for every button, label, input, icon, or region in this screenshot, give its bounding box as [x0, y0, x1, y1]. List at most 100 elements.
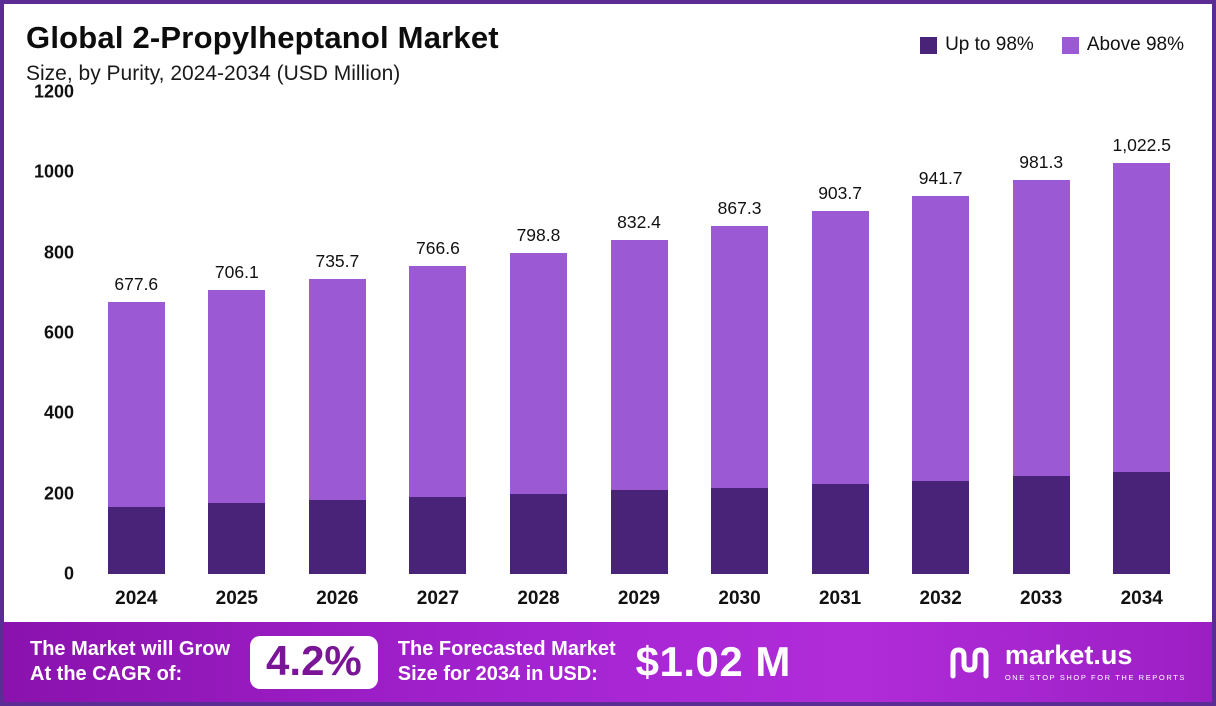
y-axis-label: 600 [43, 322, 74, 343]
bar-segment-above-98 [308, 278, 366, 501]
bar-segment-up-to-98 [509, 494, 567, 574]
cagr-caption-line1: The Market will Grow [30, 638, 231, 660]
bar-segment-up-to-98 [912, 480, 970, 574]
bar-segment-above-98 [208, 290, 266, 504]
brand-text: market.us ONE STOP SHOP FOR THE REPORTS [1004, 640, 1186, 683]
bar-segment-above-98 [1113, 163, 1171, 472]
legend-swatch-up-to-98 [920, 36, 938, 54]
bar-segment-above-98 [711, 225, 769, 488]
bar-stack [711, 225, 769, 574]
bar-stack [912, 195, 970, 574]
cagr-value: 4.2% [250, 635, 378, 689]
bar-total-label: 735.7 [315, 250, 360, 271]
bar-total-label: 677.6 [114, 273, 159, 294]
market-us-logo-icon [950, 647, 989, 679]
legend-item-above-98: Above 98% [1061, 34, 1184, 56]
bar-total-label: 981.3 [1019, 151, 1064, 172]
bar-stack [811, 211, 869, 574]
forecast-caption-line1: The Forecasted Market [397, 638, 616, 660]
bar-segment-above-98 [811, 211, 869, 485]
brand-name: market.us [1004, 640, 1133, 670]
bar-column: 735.7 [287, 92, 388, 574]
y-axis-label: 400 [43, 402, 74, 423]
x-axis-label: 2031 [818, 588, 862, 609]
bar-total-label: 706.1 [214, 262, 259, 283]
x-axis-label: 2028 [517, 588, 560, 609]
plot-row: 0 200 400 600 800 1000 1200 677.6 706.1 735.7 766… [18, 82, 1192, 584]
bar-stack [107, 301, 165, 574]
bar-segment-up-to-98 [409, 497, 467, 574]
y-axis-label: 1200 [33, 81, 74, 102]
footer-banner: The Market will Grow At the CAGR of: 4.2… [4, 622, 1212, 702]
forecast-caption-line2: Size for 2034 in USD: [397, 663, 598, 685]
x-axis: 2024 2025 2026 2027 2028 2029 2030 2031 2032 2033… [86, 588, 1192, 622]
y-axis: 0 200 400 600 800 1000 1200 [18, 82, 86, 584]
bar-segment-above-98 [509, 253, 567, 495]
x-axis-label: 2026 [316, 588, 359, 609]
cagr-caption-line2: At the CAGR of: [30, 663, 183, 685]
bar-segment-up-to-98 [1012, 475, 1070, 574]
bar-column: 867.3 [689, 92, 790, 574]
bar-segment-above-98 [610, 239, 668, 491]
bar-segment-up-to-98 [308, 500, 366, 574]
bar-column: 798.8 [488, 92, 589, 574]
bar-stack [208, 290, 266, 574]
bar-total-label: 941.7 [918, 167, 963, 188]
y-axis-label: 800 [43, 242, 74, 263]
x-axis-label: 2027 [416, 588, 460, 609]
x-axis-label: 2033 [1020, 588, 1063, 609]
x-axis-label: 2024 [115, 588, 158, 609]
bar-stack [509, 253, 567, 574]
y-axis-label: 0 [63, 563, 74, 584]
bar-segment-up-to-98 [711, 487, 769, 574]
bar-column: 981.3 [991, 92, 1092, 574]
bar-segment-up-to-98 [811, 484, 869, 574]
brand-logo[interactable]: market.us ONE STOP SHOP FOR THE REPORTS [947, 642, 1186, 682]
x-axis-label: 2025 [215, 588, 258, 609]
bar-segment-up-to-98 [208, 503, 266, 574]
bar-segment-above-98 [107, 301, 165, 507]
bar-column: 941.7 [890, 92, 991, 574]
bar-column: 766.6 [388, 92, 489, 574]
legend-item-up-to-98: Up to 98% [920, 34, 1034, 56]
legend-swatch-above-98 [1061, 36, 1079, 54]
legend-label: Up to 98% [945, 34, 1034, 55]
bar-column: 706.1 [187, 92, 288, 574]
y-axis-label: 200 [43, 483, 74, 504]
bar-total-label: 798.8 [516, 225, 561, 246]
x-axis-label: 2030 [718, 588, 761, 609]
bar-segment-above-98 [409, 266, 467, 498]
bar-column: 903.7 [790, 92, 891, 574]
bar-column: 832.4 [589, 92, 690, 574]
bar-segment-up-to-98 [610, 490, 668, 574]
bar-total-label: 766.6 [416, 238, 460, 259]
bar-total-label: 832.4 [617, 211, 661, 232]
page-title: Global 2-Propylheptanol Market [26, 20, 499, 55]
x-axis-label: 2032 [919, 588, 962, 609]
y-axis-label: 1000 [33, 161, 74, 182]
bar-total-label: 903.7 [818, 183, 862, 204]
plot-area: 677.6 706.1 735.7 766.6 798.8 832.4 867.3 903.7… [86, 92, 1192, 574]
bar-stack [1012, 179, 1070, 574]
bar-stack [610, 239, 668, 574]
bar-segment-above-98 [912, 195, 970, 481]
bar-column: 1,022.5 [1091, 92, 1192, 574]
x-axis-label: 2029 [617, 588, 661, 609]
forecast-value: $1.02 M [635, 638, 791, 685]
title-block: Global 2-Propylheptanol Market Size, by … [26, 20, 499, 86]
brand-tagline: ONE STOP SHOP FOR THE REPORTS [1004, 673, 1186, 682]
bar-segment-up-to-98 [107, 506, 165, 574]
forecast-caption: The Forecasted Market Size for 2034 in U… [398, 637, 616, 687]
bar-total-label: 867.3 [717, 197, 762, 218]
chart-legend: Up to 98% Above 98% [920, 34, 1184, 56]
chart-area: 0 200 400 600 800 1000 1200 677.6 706.1 735.7 766… [4, 82, 1212, 622]
bar-column: 677.6 [86, 92, 187, 574]
bar-stack [308, 278, 366, 574]
bar-segment-above-98 [1012, 179, 1070, 476]
header: Global 2-Propylheptanol Market Size, by … [4, 4, 1212, 86]
bar-stack [409, 266, 467, 574]
page-subtitle: Size, by Purity, 2024-2034 (USD Million) [26, 62, 401, 85]
bar-segment-up-to-98 [1113, 471, 1171, 574]
x-axis-label: 2034 [1120, 588, 1163, 609]
